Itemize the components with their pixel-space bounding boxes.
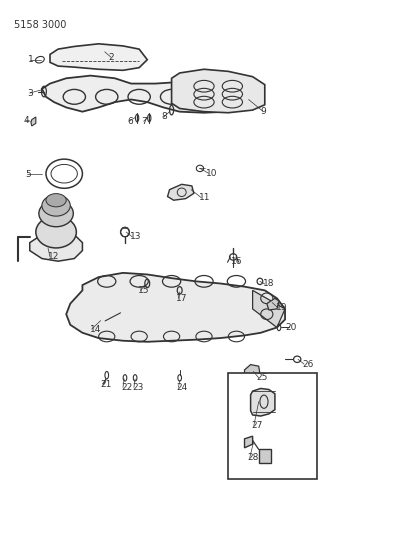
Polygon shape (31, 117, 36, 126)
Text: 1: 1 (28, 55, 33, 64)
Text: 23: 23 (132, 383, 143, 392)
Text: 15: 15 (138, 286, 150, 295)
Polygon shape (259, 449, 271, 463)
Ellipse shape (39, 200, 73, 227)
Text: 3: 3 (28, 88, 33, 98)
Text: 6: 6 (127, 117, 133, 126)
Polygon shape (168, 184, 194, 200)
Polygon shape (30, 232, 82, 261)
Text: 22: 22 (121, 383, 132, 392)
Text: 16: 16 (231, 257, 243, 265)
Polygon shape (267, 298, 279, 310)
Text: 7: 7 (142, 117, 147, 126)
Ellipse shape (36, 216, 76, 248)
Text: 10: 10 (206, 168, 218, 177)
Text: 8: 8 (162, 112, 168, 122)
Ellipse shape (42, 195, 70, 216)
Polygon shape (244, 365, 260, 378)
Polygon shape (66, 273, 285, 342)
Text: 27: 27 (252, 421, 263, 430)
Polygon shape (50, 44, 147, 70)
Polygon shape (42, 76, 253, 113)
Text: 19: 19 (276, 303, 288, 312)
Text: 28: 28 (248, 453, 259, 462)
Text: 18: 18 (263, 279, 274, 288)
Polygon shape (244, 436, 253, 448)
Text: 24: 24 (176, 383, 188, 392)
Ellipse shape (46, 193, 66, 207)
Text: 11: 11 (199, 193, 211, 202)
Polygon shape (172, 69, 265, 113)
Text: 9: 9 (261, 107, 266, 116)
Text: 5: 5 (25, 169, 31, 179)
Text: 2: 2 (109, 53, 114, 62)
Text: 12: 12 (48, 253, 60, 262)
Text: 4: 4 (24, 116, 29, 125)
Text: 25: 25 (257, 373, 268, 382)
Text: 21: 21 (100, 379, 112, 389)
Polygon shape (253, 290, 285, 327)
Text: 17: 17 (176, 294, 188, 303)
Polygon shape (251, 389, 275, 416)
FancyBboxPatch shape (228, 373, 317, 479)
Text: 26: 26 (302, 360, 313, 368)
Text: 13: 13 (130, 232, 142, 241)
Text: 14: 14 (90, 325, 101, 334)
Text: 20: 20 (285, 323, 297, 332)
Text: 5158 3000: 5158 3000 (13, 20, 66, 30)
